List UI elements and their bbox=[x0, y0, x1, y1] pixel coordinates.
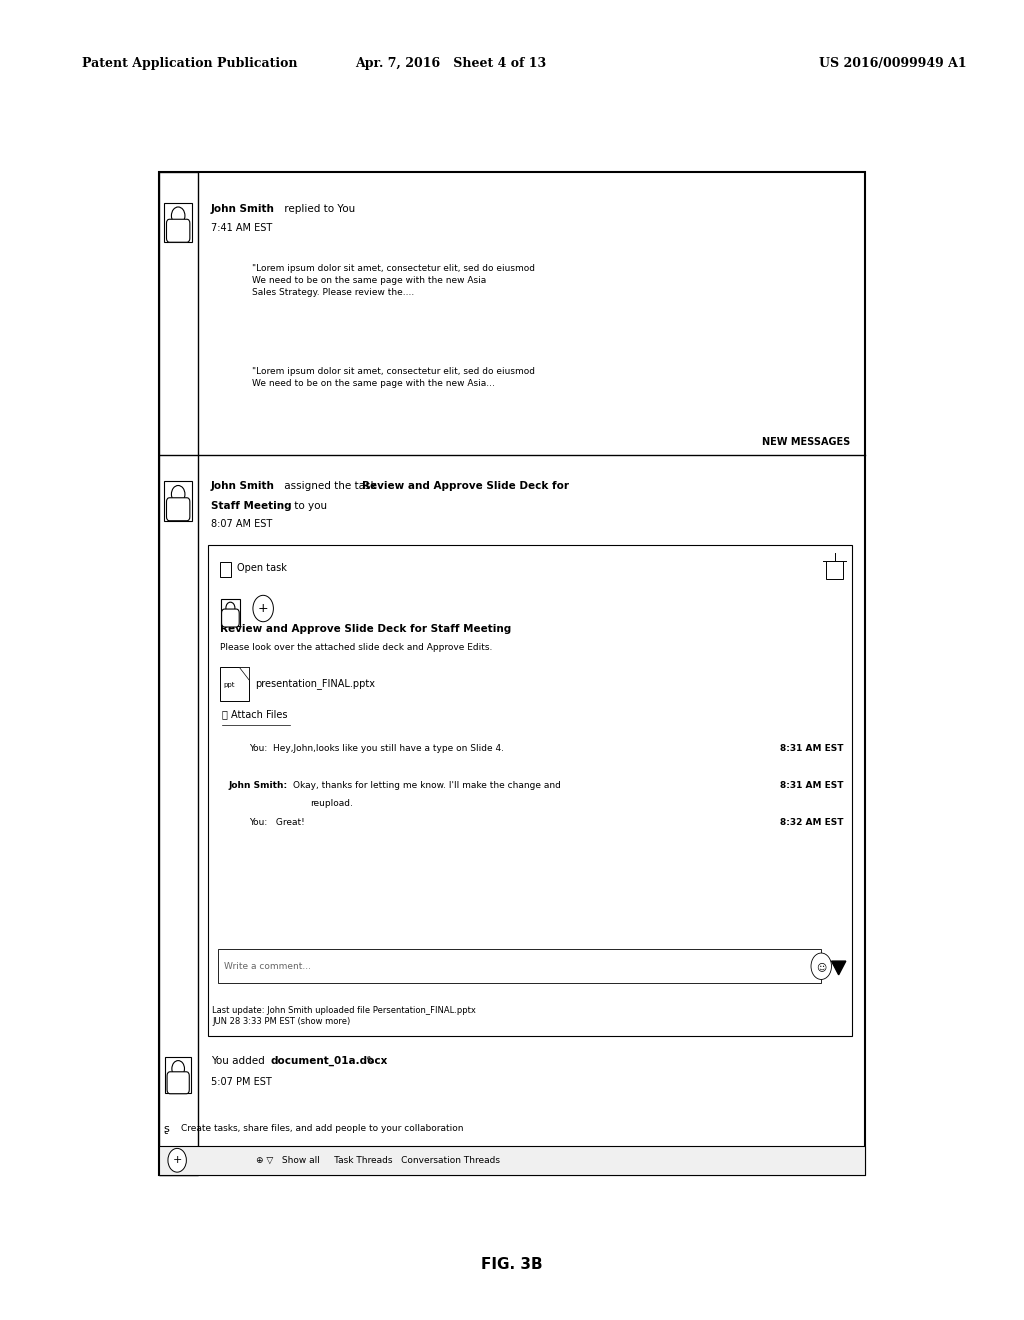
Text: Review and Approve Slide Deck for: Review and Approve Slide Deck for bbox=[362, 480, 569, 491]
Text: +: + bbox=[172, 1155, 182, 1166]
Text: FIG. 3B: FIG. 3B bbox=[481, 1257, 543, 1272]
Text: 8:31 AM EST: 8:31 AM EST bbox=[780, 781, 844, 789]
Text: NEW MESSAGES: NEW MESSAGES bbox=[762, 437, 850, 447]
Circle shape bbox=[811, 953, 831, 979]
Bar bbox=[164, 202, 191, 243]
Text: John Smith: John Smith bbox=[211, 480, 274, 491]
Polygon shape bbox=[831, 961, 846, 974]
Text: You added: You added bbox=[211, 1056, 264, 1067]
Bar bbox=[208, 545, 852, 1036]
Text: reupload.: reupload. bbox=[310, 800, 353, 808]
Text: John Smith:: John Smith: bbox=[228, 781, 288, 789]
Text: Last update: John Smith uploaded file Persentation_FINAL.pptx
JUN 28 3:33 PM EST: Last update: John Smith uploaded file Pe… bbox=[212, 1006, 476, 1026]
Text: presentation_FINAL.pptx: presentation_FINAL.pptx bbox=[255, 678, 375, 689]
Text: to you: to you bbox=[291, 500, 327, 511]
Text: Patent Application Publication: Patent Application Publication bbox=[82, 57, 297, 70]
Text: assigned the task: assigned the task bbox=[281, 480, 376, 491]
Bar bbox=[220, 562, 231, 577]
Text: ✎: ✎ bbox=[365, 1056, 374, 1067]
Text: Please look over the attached slide deck and Approve Edits.: Please look over the attached slide deck… bbox=[220, 643, 493, 652]
Circle shape bbox=[168, 1148, 186, 1172]
Text: 8:32 AM EST: 8:32 AM EST bbox=[780, 818, 844, 826]
Text: Write a comment...: Write a comment... bbox=[224, 962, 311, 970]
Text: 8:31 AM EST: 8:31 AM EST bbox=[780, 744, 844, 752]
Text: Apr. 7, 2016   Sheet 4 of 13: Apr. 7, 2016 Sheet 4 of 13 bbox=[355, 57, 546, 70]
FancyBboxPatch shape bbox=[221, 609, 240, 627]
Bar bbox=[165, 1056, 191, 1093]
Circle shape bbox=[171, 486, 185, 503]
Text: "Lorem ipsum dolor sit amet, consectetur elit, sed do eiusmod
We need to be on t: "Lorem ipsum dolor sit amet, consectetur… bbox=[252, 367, 535, 388]
Text: replied to You: replied to You bbox=[281, 203, 355, 214]
Bar bbox=[218, 949, 821, 983]
Text: 📎 Attach Files: 📎 Attach Files bbox=[222, 709, 288, 719]
Text: 7:41 AM EST: 7:41 AM EST bbox=[211, 223, 272, 234]
FancyBboxPatch shape bbox=[167, 1072, 189, 1094]
Text: +: + bbox=[258, 602, 268, 615]
FancyBboxPatch shape bbox=[167, 219, 189, 243]
Polygon shape bbox=[239, 667, 249, 680]
Text: ☺: ☺ bbox=[816, 962, 826, 973]
Text: Okay, thanks for letting me know. I'll make the change and: Okay, thanks for letting me know. I'll m… bbox=[293, 781, 561, 789]
Text: ppt: ppt bbox=[223, 682, 234, 689]
Circle shape bbox=[172, 1060, 184, 1077]
Bar bbox=[221, 599, 240, 626]
Bar bbox=[220, 667, 249, 701]
Bar bbox=[826, 561, 843, 579]
Text: You:  Hey,John,looks like you still have a type on Slide 4.: You: Hey,John,looks like you still have … bbox=[249, 744, 504, 752]
Text: document_01a.docx: document_01a.docx bbox=[270, 1056, 388, 1067]
Bar bbox=[164, 480, 191, 520]
Circle shape bbox=[226, 602, 234, 614]
Text: 8:07 AM EST: 8:07 AM EST bbox=[211, 519, 272, 529]
Circle shape bbox=[253, 595, 273, 622]
Text: ʂ: ʂ bbox=[164, 1123, 170, 1134]
Text: US 2016/0099949 A1: US 2016/0099949 A1 bbox=[819, 57, 967, 70]
Text: Open task: Open task bbox=[237, 562, 287, 573]
Text: John Smith: John Smith bbox=[211, 203, 274, 214]
Text: Review and Approve Slide Deck for Staff Meeting: Review and Approve Slide Deck for Staff … bbox=[220, 624, 511, 635]
Bar bbox=[159, 172, 865, 1175]
Circle shape bbox=[171, 207, 185, 224]
Text: You:   Great!: You: Great! bbox=[249, 818, 304, 826]
Text: Staff Meeting: Staff Meeting bbox=[211, 500, 292, 511]
Text: "Lorem ipsum dolor sit amet, consectetur elit, sed do eiusmod
We need to be on t: "Lorem ipsum dolor sit amet, consectetur… bbox=[252, 264, 535, 297]
Text: Create tasks, share files, and add people to your collaboration: Create tasks, share files, and add peopl… bbox=[181, 1125, 464, 1133]
Bar bbox=[159, 172, 198, 1175]
Text: ⊕ ▽   Show all     Task Threads   Conversation Threads: ⊕ ▽ Show all Task Threads Conversation T… bbox=[256, 1156, 500, 1164]
Bar bbox=[159, 1146, 865, 1175]
Text: 5:07 PM EST: 5:07 PM EST bbox=[211, 1077, 271, 1088]
FancyBboxPatch shape bbox=[167, 498, 189, 521]
